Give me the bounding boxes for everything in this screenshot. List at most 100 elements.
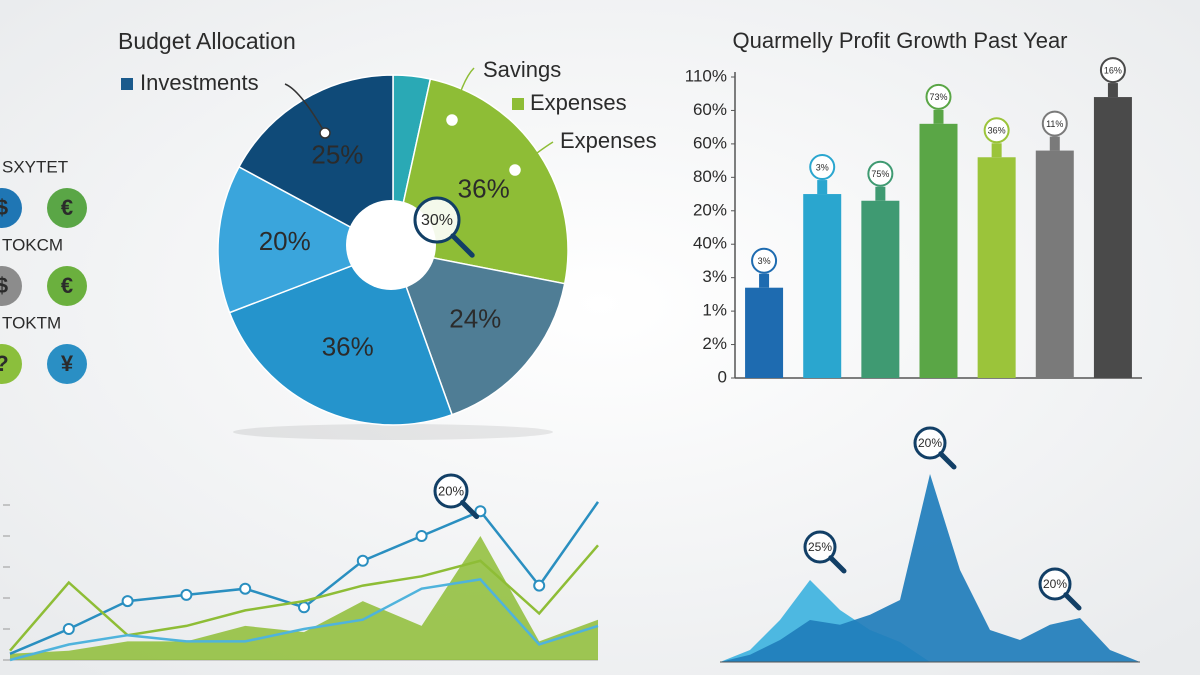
currency-icon xyxy=(47,188,87,228)
y-tick-label: 60% xyxy=(693,133,727,152)
bar xyxy=(803,194,842,378)
bar-callout xyxy=(1099,57,1126,84)
callout-label: 20% xyxy=(1043,577,1067,591)
bar xyxy=(861,200,900,378)
bar-callout-label: 75% xyxy=(871,169,889,179)
y-tick-label: 40% xyxy=(693,234,727,253)
currency-symbol: € xyxy=(61,273,73,298)
bar-cap xyxy=(933,109,944,124)
currency-icon xyxy=(0,344,22,384)
currency-symbol: $ xyxy=(0,195,8,220)
legend-label: Expenses xyxy=(560,128,657,153)
callout-label: 20% xyxy=(438,483,464,498)
legend-label: Investments xyxy=(140,70,259,95)
legend-label: Savings xyxy=(483,57,561,82)
bar-cap xyxy=(817,180,828,195)
bar-callout xyxy=(983,117,1010,144)
slice-label: 25% xyxy=(311,140,363,170)
sidebar-label: TOKCM xyxy=(2,235,63,254)
y-tick-label: 1% xyxy=(702,301,727,320)
bar xyxy=(1093,97,1132,379)
pie-slice xyxy=(228,249,454,426)
line-marker xyxy=(356,554,369,567)
currency-symbol: ¥ xyxy=(61,351,74,376)
bar xyxy=(745,287,784,378)
slice-label: 36% xyxy=(458,173,510,203)
pie-title: Budget Allocation xyxy=(118,28,296,54)
bar-callout-label: 11% xyxy=(1046,119,1063,129)
y-tick-label: 110% xyxy=(685,66,727,85)
sidebar-label: TOKTM xyxy=(2,313,61,332)
bar-callout xyxy=(867,160,894,187)
legend-label: Expenses xyxy=(530,90,627,115)
slice-label: 20% xyxy=(259,226,311,256)
currency-icon xyxy=(47,266,87,306)
bar-cap xyxy=(991,143,1002,158)
callout-label: 25% xyxy=(808,540,832,554)
y-tick-label: 60% xyxy=(693,100,727,119)
pie-slice xyxy=(217,165,395,314)
line-marker xyxy=(239,582,252,595)
bar-callout xyxy=(925,83,952,110)
leader-dot xyxy=(319,127,331,139)
leader-line xyxy=(284,83,326,134)
bar xyxy=(1035,150,1074,378)
magnifier-lens xyxy=(413,196,461,244)
line-marker xyxy=(415,530,428,542)
line-marker xyxy=(474,505,487,518)
line xyxy=(9,544,599,652)
line-marker xyxy=(121,595,134,608)
magnifier-lens xyxy=(433,473,469,509)
leader-dot xyxy=(509,164,521,176)
callout-label: 20% xyxy=(918,436,942,450)
legend-swatch xyxy=(121,78,133,90)
area xyxy=(10,536,598,660)
magnifier-lens xyxy=(1038,567,1072,601)
y-tick-label: 20% xyxy=(693,200,727,219)
callout-label: 30% xyxy=(421,212,453,229)
sidebar-label: SXYTET xyxy=(2,157,68,176)
leader-line xyxy=(451,67,475,121)
leader-dot xyxy=(446,114,458,126)
line-marker xyxy=(62,623,75,635)
bar-callout-label: 73% xyxy=(929,92,947,102)
slice-label: 36% xyxy=(322,331,374,361)
slice-label: 24% xyxy=(449,304,501,334)
bar-callout xyxy=(809,154,836,181)
line-marker xyxy=(533,579,546,592)
bar-callout-label: 16% xyxy=(1104,65,1122,75)
currency-symbol: € xyxy=(61,195,73,220)
magnifier-handle xyxy=(938,451,957,470)
magnifier-lens xyxy=(913,426,947,460)
y-tick-label: 0 xyxy=(718,367,727,386)
bar-cap xyxy=(1049,136,1060,151)
magnifier-handle xyxy=(828,555,847,574)
magnifier-handle xyxy=(450,233,475,258)
currency-symbol: ? xyxy=(0,351,9,376)
pie-shadow xyxy=(233,424,553,440)
bar-callout xyxy=(1041,110,1068,137)
y-tick-label: 2% xyxy=(702,334,727,353)
currency-icon xyxy=(0,266,22,306)
bar xyxy=(919,123,958,378)
bar-cap xyxy=(875,186,886,201)
legend-swatch xyxy=(512,98,524,110)
bar-cap xyxy=(759,273,770,288)
bar-callout-label: 3% xyxy=(816,162,829,172)
bar-callout xyxy=(751,247,778,274)
pie-slice xyxy=(391,249,566,416)
bar xyxy=(977,157,1016,378)
currency-symbol: $ xyxy=(0,273,8,298)
line-marker xyxy=(180,588,193,601)
y-tick-label: 3% xyxy=(702,267,727,286)
magnifier-handle xyxy=(1063,592,1082,611)
bar-callout-label: 3% xyxy=(758,256,771,266)
y-tick-label: 80% xyxy=(693,167,727,186)
magnifier-handle xyxy=(460,500,480,520)
donut-hole xyxy=(346,200,436,290)
currency-icon xyxy=(0,188,22,228)
currency-icon xyxy=(47,344,87,384)
magnifier-lens xyxy=(803,530,837,564)
